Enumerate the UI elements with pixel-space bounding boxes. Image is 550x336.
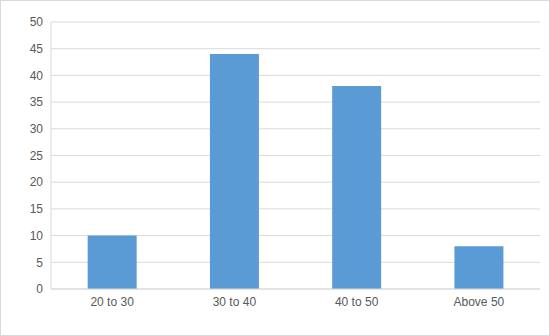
svg-text:Above 50: Above 50 [454,295,505,309]
svg-text:5: 5 [36,256,43,270]
svg-text:10: 10 [30,229,44,243]
svg-text:45: 45 [30,42,44,56]
svg-text:25: 25 [30,149,44,163]
svg-text:40: 40 [30,69,44,83]
svg-text:35: 35 [30,95,44,109]
svg-text:20 to 30: 20 to 30 [90,295,134,309]
svg-text:40 to 50: 40 to 50 [335,295,379,309]
svg-text:30 to 40: 30 to 40 [213,295,257,309]
svg-text:15: 15 [30,202,44,216]
svg-text:20: 20 [30,175,44,189]
svg-text:30: 30 [30,122,44,136]
svg-text:0: 0 [36,282,43,296]
svg-text:50: 50 [30,15,44,29]
